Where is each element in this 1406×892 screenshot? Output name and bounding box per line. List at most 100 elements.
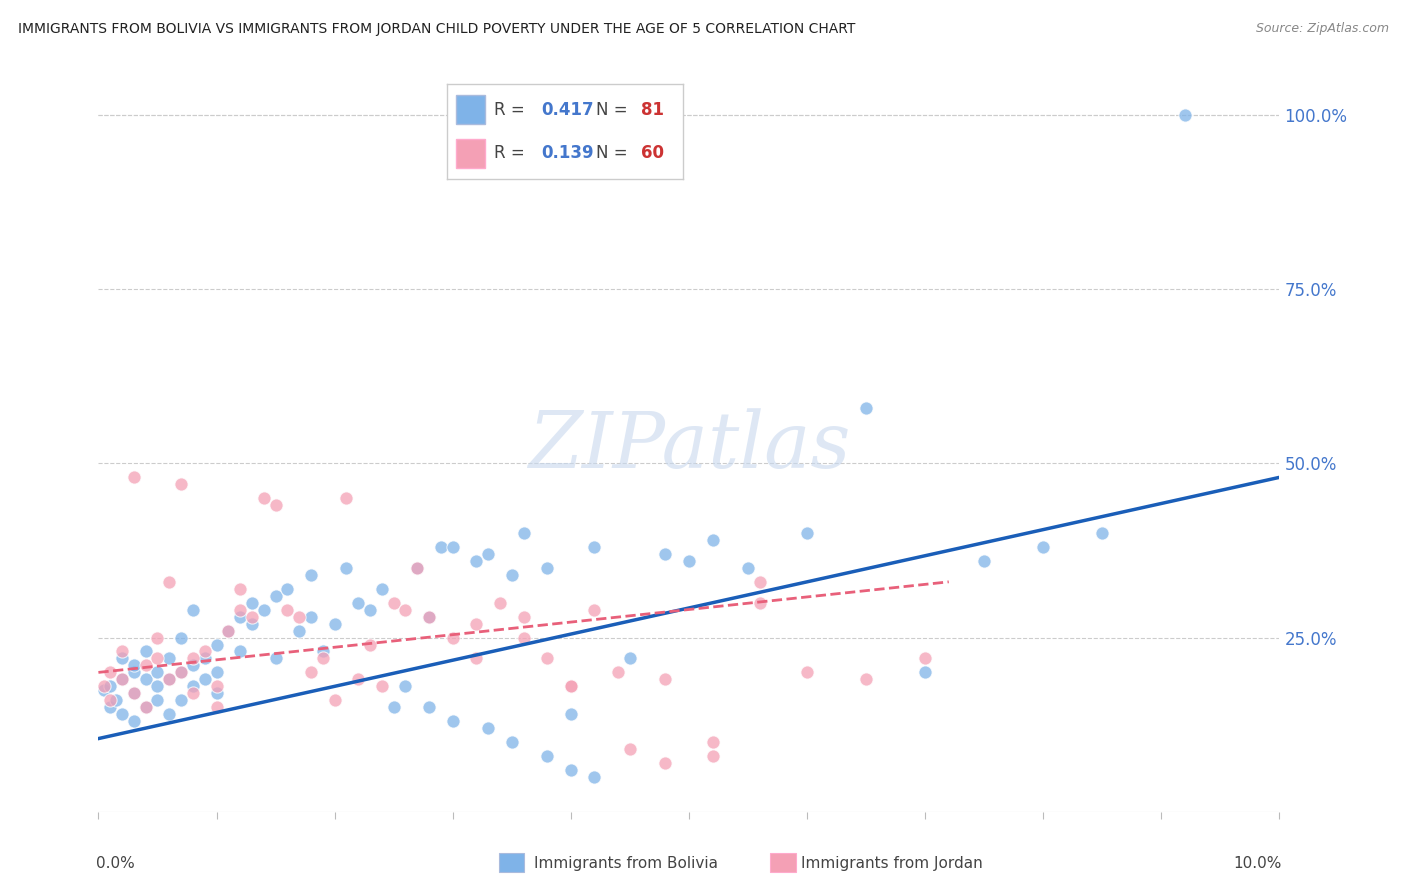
- Point: [98, 665, 121, 680]
- Point: [654, 756, 676, 770]
- Point: [1174, 108, 1197, 122]
- Point: [536, 651, 558, 665]
- Point: [335, 561, 357, 575]
- Point: [111, 644, 134, 658]
- Point: [406, 561, 429, 575]
- Point: [394, 679, 416, 693]
- Point: [276, 582, 298, 596]
- Point: [441, 540, 464, 554]
- Point: [157, 673, 180, 687]
- Point: [194, 651, 217, 665]
- Point: [477, 547, 499, 561]
- Point: [217, 624, 239, 638]
- Point: [583, 603, 606, 617]
- Point: [796, 665, 818, 680]
- Point: [146, 693, 169, 707]
- Point: [430, 540, 453, 554]
- Point: [181, 603, 204, 617]
- Point: [205, 700, 228, 714]
- Point: [111, 673, 134, 687]
- Point: [382, 596, 405, 610]
- Point: [170, 665, 193, 680]
- Point: [359, 638, 381, 652]
- Point: [1032, 540, 1054, 554]
- Point: [111, 707, 134, 722]
- Point: [512, 631, 534, 645]
- Text: IMMIGRANTS FROM BOLIVIA VS IMMIGRANTS FROM JORDAN CHILD POVERTY UNDER THE AGE OF: IMMIGRANTS FROM BOLIVIA VS IMMIGRANTS FR…: [18, 22, 856, 37]
- Point: [312, 644, 335, 658]
- Point: [170, 477, 193, 491]
- Point: [394, 603, 416, 617]
- Point: [607, 665, 630, 680]
- Point: [135, 673, 157, 687]
- Point: [299, 609, 322, 624]
- Point: [240, 609, 263, 624]
- Point: [205, 665, 228, 680]
- Point: [205, 679, 228, 693]
- Point: [583, 540, 606, 554]
- Point: [170, 665, 193, 680]
- Point: [465, 651, 488, 665]
- Point: [229, 582, 252, 596]
- Point: [157, 707, 180, 722]
- Point: [240, 596, 263, 610]
- Point: [122, 470, 145, 484]
- Text: 10.0%: 10.0%: [1233, 855, 1282, 871]
- Point: [583, 770, 606, 784]
- Point: [441, 714, 464, 728]
- Point: [312, 651, 335, 665]
- Point: [170, 631, 193, 645]
- Point: [93, 682, 115, 697]
- Point: [194, 644, 217, 658]
- Point: [122, 665, 145, 680]
- Text: Source: ZipAtlas.com: Source: ZipAtlas.com: [1256, 22, 1389, 36]
- Point: [146, 679, 169, 693]
- Point: [973, 554, 995, 568]
- Point: [1091, 526, 1114, 541]
- Point: [914, 665, 936, 680]
- Point: [347, 596, 370, 610]
- Point: [702, 749, 724, 764]
- Point: [335, 491, 357, 506]
- Point: [122, 658, 145, 673]
- Point: [181, 686, 204, 700]
- Point: [748, 596, 770, 610]
- Point: [253, 603, 276, 617]
- Point: [122, 714, 145, 728]
- Point: [560, 763, 582, 777]
- Point: [135, 700, 157, 714]
- Point: [619, 651, 641, 665]
- Point: [619, 742, 641, 756]
- Point: [105, 693, 128, 707]
- Point: [702, 735, 724, 749]
- Point: [229, 609, 252, 624]
- Point: [748, 574, 770, 589]
- Point: [111, 651, 134, 665]
- Point: [323, 616, 346, 631]
- Point: [122, 686, 145, 700]
- Point: [560, 679, 582, 693]
- Point: [382, 700, 405, 714]
- Point: [157, 651, 180, 665]
- Point: [501, 735, 523, 749]
- Point: [253, 491, 276, 506]
- Point: [98, 693, 121, 707]
- Point: [477, 721, 499, 735]
- Point: [560, 679, 582, 693]
- Text: Immigrants from Jordan: Immigrants from Jordan: [801, 856, 983, 871]
- Point: [264, 651, 287, 665]
- Point: [560, 707, 582, 722]
- Text: ZIPatlas: ZIPatlas: [527, 408, 851, 484]
- Point: [536, 749, 558, 764]
- Point: [135, 644, 157, 658]
- Point: [181, 658, 204, 673]
- Point: [276, 603, 298, 617]
- Point: [536, 561, 558, 575]
- Point: [205, 638, 228, 652]
- Point: [240, 616, 263, 631]
- Point: [489, 596, 512, 610]
- Point: [98, 700, 121, 714]
- Point: [229, 644, 252, 658]
- Point: [93, 679, 115, 693]
- Point: [465, 554, 488, 568]
